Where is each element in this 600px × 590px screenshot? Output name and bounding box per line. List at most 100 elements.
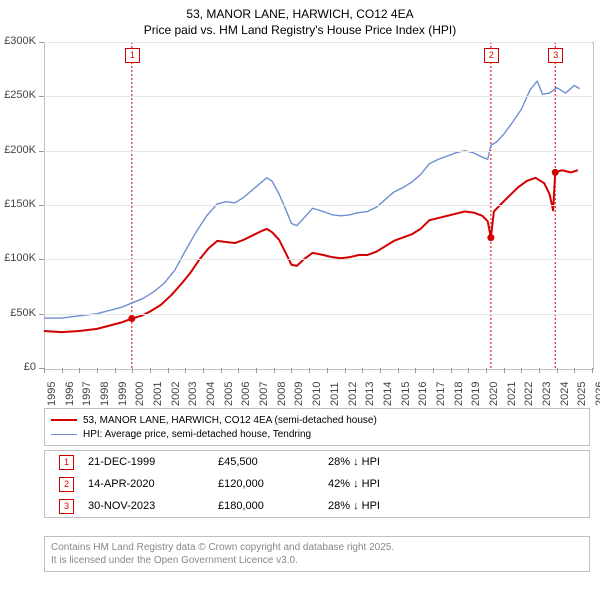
legend-row: HPI: Average price, semi-detached house,…: [51, 427, 583, 441]
x-tick-label: 2023: [541, 376, 553, 406]
x-tick-label: 2013: [364, 376, 376, 406]
x-tick: [221, 368, 222, 373]
x-tick: [398, 368, 399, 373]
y-tick: [39, 314, 44, 315]
x-tick: [97, 368, 98, 373]
event-date: 14-APR-2020: [88, 478, 218, 490]
footer-line-2: It is licensed under the Open Government…: [51, 554, 583, 567]
event-price: £45,500: [218, 456, 328, 468]
y-tick: [39, 42, 44, 43]
event-list: 121-DEC-1999£45,50028% ↓ HPI 2 14-APR-2020…: [44, 450, 590, 518]
x-tick: [433, 368, 434, 373]
x-tick: [168, 368, 169, 373]
x-tick-label: 1999: [117, 376, 129, 406]
x-tick: [557, 368, 558, 373]
chart-legend: 53, MANOR LANE, HARWICH, CO12 4EA (semi-…: [44, 408, 590, 446]
legend-row: 53, MANOR LANE, HARWICH, CO12 4EA (semi-…: [51, 413, 583, 427]
x-tick-label: 2003: [187, 376, 199, 406]
x-tick-label: 2018: [453, 376, 465, 406]
event-marker-dot: [552, 169, 559, 176]
x-tick: [115, 368, 116, 373]
x-tick: [203, 368, 204, 373]
x-tick-label: 2011: [329, 376, 341, 406]
gridline-h: [44, 259, 592, 260]
gridline-h: [44, 314, 592, 315]
x-tick-label: 2020: [488, 376, 500, 406]
x-tick-label: 2021: [506, 376, 518, 406]
y-tick: [39, 259, 44, 260]
event-marker-label: 3: [548, 48, 563, 63]
x-tick-label: 2015: [400, 376, 412, 406]
x-tick-label: 2017: [435, 376, 447, 406]
x-tick: [574, 368, 575, 373]
x-tick: [238, 368, 239, 373]
event-number-badge: 2: [59, 477, 74, 492]
series-line-blue: [44, 81, 580, 318]
event-row: 330-NOV-2023£180,00028% ↓ HPI: [45, 495, 589, 517]
legend-swatch: [51, 419, 77, 421]
x-tick-label: 1996: [64, 376, 76, 406]
x-tick: [592, 368, 593, 373]
x-tick-label: 2010: [311, 376, 323, 406]
event-date: 30-NOV-2023: [88, 500, 218, 512]
x-tick-label: 2025: [576, 376, 588, 406]
x-tick-label: 2019: [470, 376, 482, 406]
legend-label: 53, MANOR LANE, HARWICH, CO12 4EA (semi-…: [83, 415, 377, 426]
event-price: £120,000: [218, 478, 328, 490]
x-tick-label: 1995: [46, 376, 58, 406]
x-tick-label: 1997: [81, 376, 93, 406]
x-tick-label: 2026: [594, 376, 600, 406]
event-row: 2 14-APR-2020£120,00042% ↓ HPI: [45, 473, 589, 495]
y-tick-label: £0: [0, 361, 36, 373]
event-row: 121-DEC-1999£45,50028% ↓ HPI: [45, 451, 589, 473]
legend-swatch: [51, 434, 77, 435]
x-tick-label: 2024: [559, 376, 571, 406]
gridline-h: [44, 205, 592, 206]
x-tick: [309, 368, 310, 373]
x-tick: [504, 368, 505, 373]
event-marker-label: 1: [125, 48, 140, 63]
x-tick: [539, 368, 540, 373]
x-tick: [362, 368, 363, 373]
x-tick-label: 2002: [170, 376, 182, 406]
x-tick-label: 2000: [134, 376, 146, 406]
gridline-h: [44, 42, 592, 43]
x-tick: [486, 368, 487, 373]
y-tick-label: £150K: [0, 198, 36, 210]
x-tick: [185, 368, 186, 373]
x-tick: [256, 368, 257, 373]
y-tick: [39, 151, 44, 152]
x-tick-label: 1998: [99, 376, 111, 406]
y-tick-label: £50K: [0, 307, 36, 319]
x-tick: [274, 368, 275, 373]
x-tick: [521, 368, 522, 373]
x-tick-label: 2005: [223, 376, 235, 406]
x-tick: [380, 368, 381, 373]
y-tick-label: £100K: [0, 252, 36, 264]
x-tick: [79, 368, 80, 373]
x-tick: [62, 368, 63, 373]
x-tick: [415, 368, 416, 373]
x-tick: [132, 368, 133, 373]
event-diff: 42% ↓ HPI: [328, 478, 380, 490]
footer-line-1: Contains HM Land Registry data © Crown c…: [51, 541, 583, 554]
x-tick-label: 2009: [293, 376, 305, 406]
event-marker-dot: [487, 234, 494, 241]
x-tick: [44, 368, 45, 373]
y-tick-label: £300K: [0, 35, 36, 47]
series-line-red: [44, 170, 578, 332]
event-diff: 28% ↓ HPI: [328, 456, 380, 468]
x-tick-label: 2001: [152, 376, 164, 406]
x-tick: [291, 368, 292, 373]
x-tick: [451, 368, 452, 373]
x-tick-label: 2016: [417, 376, 429, 406]
x-tick: [468, 368, 469, 373]
x-tick-label: 2008: [276, 376, 288, 406]
x-tick-label: 2012: [347, 376, 359, 406]
attribution-footer: Contains HM Land Registry data © Crown c…: [44, 536, 590, 572]
y-tick: [39, 205, 44, 206]
x-tick: [345, 368, 346, 373]
x-tick: [327, 368, 328, 373]
event-number-badge: 3: [59, 499, 74, 514]
x-tick-label: 2022: [523, 376, 535, 406]
